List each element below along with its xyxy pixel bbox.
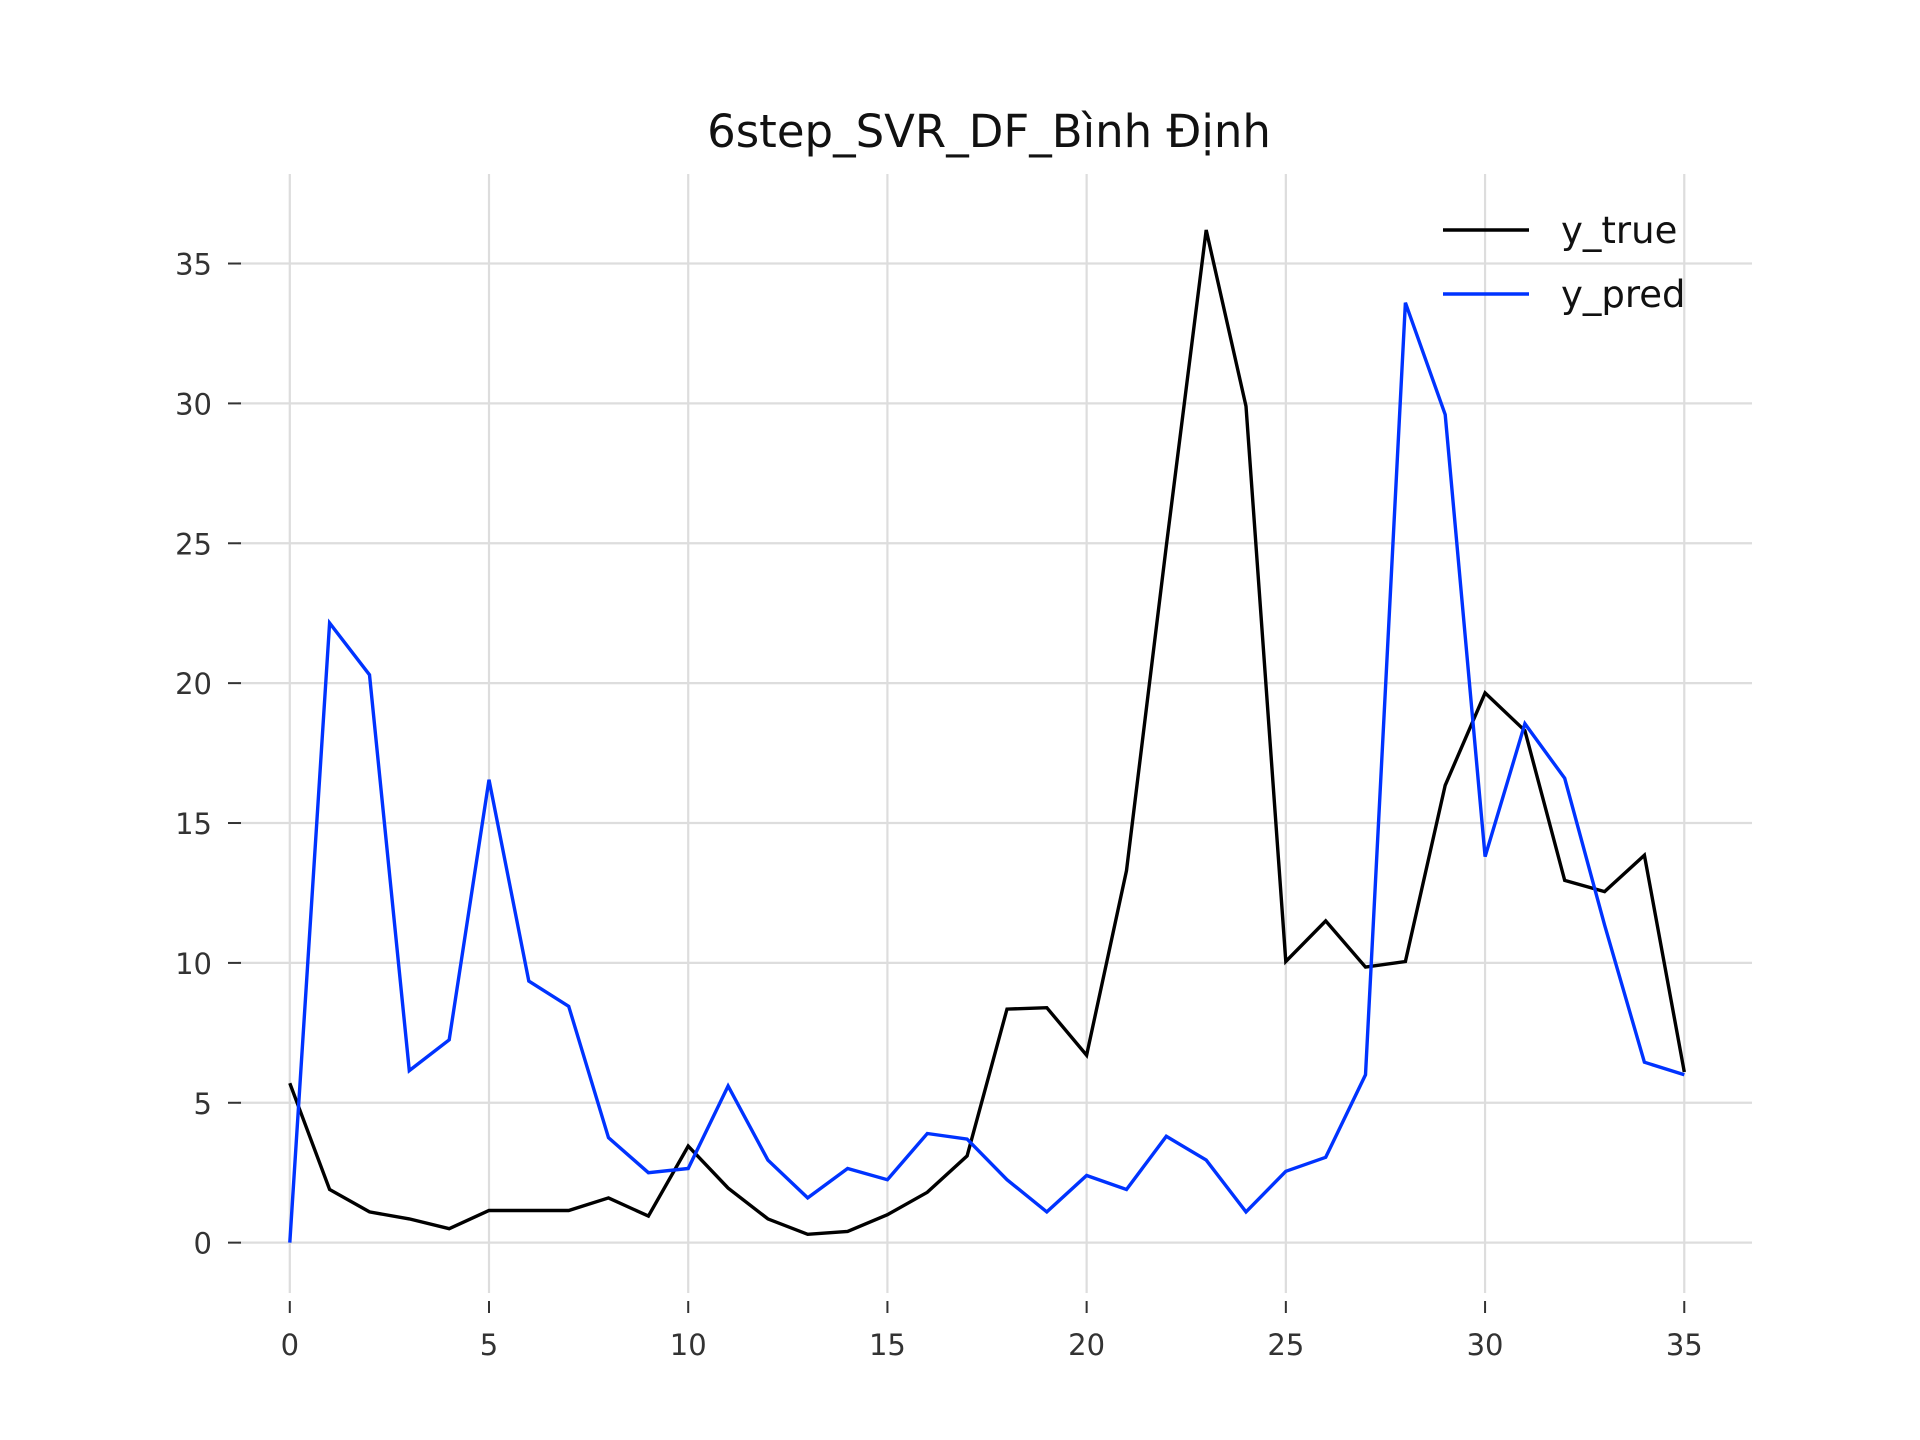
x-tick-label: 25 bbox=[1267, 1328, 1304, 1362]
y-tick-label: 15 bbox=[175, 807, 212, 841]
chart-title: 6step_SVR_DF_Bình Định bbox=[707, 105, 1271, 158]
grid-lines bbox=[238, 174, 1752, 1293]
legend-label: y_true bbox=[1561, 209, 1677, 252]
legend-label: y_pred bbox=[1561, 273, 1686, 316]
x-tick-label: 10 bbox=[670, 1328, 707, 1362]
x-tick-label: 20 bbox=[1068, 1328, 1105, 1362]
axis-ticks: 0 5 10 15 20 25 30 35 0 5 10 15 20 25 30 35 bbox=[175, 248, 1703, 1362]
series-line-y-true bbox=[288, 229, 1686, 1237]
y-tick-label: 30 bbox=[175, 387, 212, 421]
x-tick-label: 15 bbox=[869, 1328, 906, 1362]
series-lines bbox=[288, 229, 1686, 1243]
x-tick-label: 5 bbox=[480, 1328, 498, 1362]
series-line-y-pred bbox=[288, 302, 1685, 1243]
y-tick-label: 5 bbox=[194, 1087, 212, 1121]
x-tick-label: 30 bbox=[1467, 1328, 1504, 1362]
x-tick-label: 35 bbox=[1666, 1328, 1703, 1362]
y-tick-label: 20 bbox=[175, 667, 212, 701]
y-tick-label: 0 bbox=[194, 1227, 212, 1261]
legend: y_true y_pred bbox=[1443, 209, 1686, 316]
y-tick-label: 35 bbox=[175, 248, 212, 282]
y-tick-label: 25 bbox=[175, 527, 212, 561]
x-tick-label: 0 bbox=[281, 1328, 299, 1362]
y-tick-label: 10 bbox=[175, 947, 212, 981]
